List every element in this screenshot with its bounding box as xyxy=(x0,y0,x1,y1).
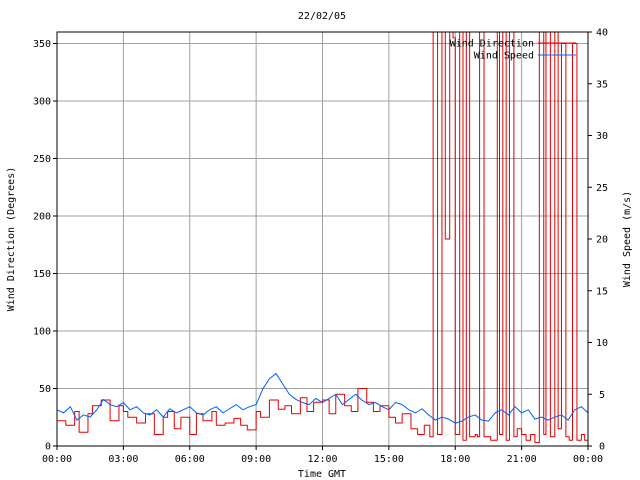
x-tick-label: 15:00 xyxy=(374,454,404,465)
y2-tick-label: 15 xyxy=(596,286,608,297)
left-axis: 0 50 100 150 200 250 300 350 xyxy=(33,39,57,453)
y2-tick-label: 30 xyxy=(596,131,608,142)
y2-tick-label: 35 xyxy=(596,79,608,90)
y2-tick-label: 25 xyxy=(596,183,608,194)
x-tick-label: 12:00 xyxy=(307,454,337,465)
chart-title: 22/02/05 xyxy=(298,11,346,22)
y2-tick-label: 10 xyxy=(596,338,608,349)
x-tick-label: 09:00 xyxy=(241,454,271,465)
x-tick-label: 06:00 xyxy=(175,454,205,465)
y-tick-label: 50 xyxy=(39,384,51,395)
y2-tick-label: 5 xyxy=(599,390,605,401)
y-tick-label: 200 xyxy=(33,212,51,223)
y-tick-label: 0 xyxy=(45,442,51,453)
y-tick-label: 300 xyxy=(33,97,51,108)
y-tick-label: 250 xyxy=(33,154,51,165)
y2-tick-label: 0 xyxy=(599,442,605,453)
y-axis-label: Wind Direction (Degrees) xyxy=(6,167,17,312)
x-tick-label: 03:00 xyxy=(108,454,138,465)
x-tick-label: 00:00 xyxy=(573,454,603,465)
legend-label-wind-direction: Wind Direction xyxy=(450,39,534,50)
y2-tick-label: 40 xyxy=(596,28,608,39)
y-tick-label: 350 xyxy=(33,39,51,50)
grid xyxy=(57,32,588,446)
wind-direction-line xyxy=(57,31,589,444)
x-tick-label: 21:00 xyxy=(507,454,537,465)
x-axis: 00:00 03:00 06:00 09:00 12:00 15:00 18:00 21:00… xyxy=(42,446,603,465)
y2-tick-label: 20 xyxy=(596,235,608,246)
x-axis-label: Time GMT xyxy=(298,469,346,480)
x-tick-label: 18:00 xyxy=(440,454,470,465)
legend-label-wind-speed: Wind Speed xyxy=(474,51,534,62)
wind-speed-line xyxy=(56,373,589,424)
y-tick-label: 150 xyxy=(33,269,51,280)
series-layer xyxy=(56,31,589,444)
y2-axis-label: Wind Speed (m/s) xyxy=(622,191,633,287)
x-tick-label: 00:00 xyxy=(42,454,72,465)
right-axis: 0 5 10 15 20 25 30 35 40 xyxy=(588,28,608,453)
y-tick-label: 100 xyxy=(33,327,51,338)
